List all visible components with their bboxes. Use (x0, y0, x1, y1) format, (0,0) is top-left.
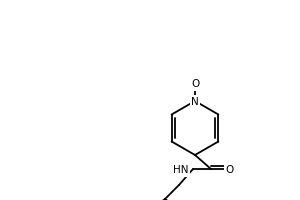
Text: O: O (226, 165, 234, 175)
Text: HN: HN (172, 165, 188, 175)
Text: N: N (191, 97, 199, 107)
Text: O: O (191, 79, 199, 89)
